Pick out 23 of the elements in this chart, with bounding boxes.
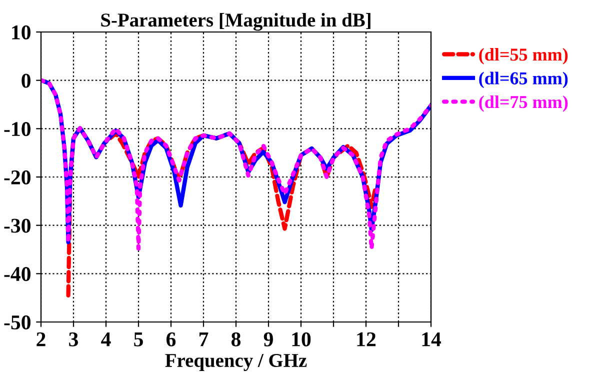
y-tick-label: -10: [4, 122, 30, 136]
y-tick-label: -20: [4, 170, 30, 184]
legend-label: (dl=55 mm): [479, 48, 568, 64]
x-tick-label: 6: [166, 332, 176, 346]
x-tick-label: 10: [292, 332, 311, 346]
x-tick-label: 7: [199, 332, 208, 346]
legend-label: (dl=75 mm): [479, 95, 568, 112]
y-tick-label: -30: [4, 218, 30, 233]
y-tick-label: -50: [4, 315, 30, 330]
x-tick-label: 2: [36, 332, 46, 346]
y-tick-label: 0: [22, 74, 30, 88]
legend-label: (dl=65 mm): [479, 72, 568, 88]
x-tick-label: 8: [231, 332, 241, 346]
x-tick-label: 4: [101, 332, 111, 346]
y-tick-label: -40: [4, 267, 30, 282]
x-tick-label: 14: [422, 332, 442, 346]
y-tick-label: 10: [12, 25, 30, 40]
x-tick-label: 5: [134, 332, 143, 346]
chart-title: S-Parameters [Magnitude in dB]: [101, 12, 370, 31]
x-axis-title: Frequency / GHz: [165, 354, 307, 372]
x-tick-label: 3: [69, 332, 78, 346]
x-tick-label: 9: [264, 332, 273, 346]
x-tick-label: 12: [357, 332, 376, 346]
